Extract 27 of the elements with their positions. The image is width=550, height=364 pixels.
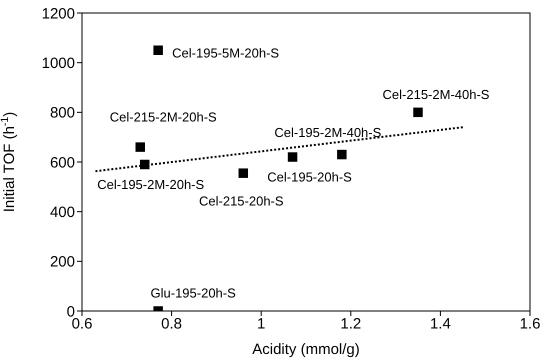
x-tick-label: 0.6 [72, 316, 92, 333]
y-tick-label: 200 [50, 254, 75, 271]
annotation: Cel-215-2M-20h-S [110, 110, 218, 125]
x-tick-label: 1.2 [340, 316, 362, 333]
point [238, 168, 248, 178]
point [337, 150, 347, 160]
annotation: Cel-195-5M-20h-S [172, 46, 280, 61]
annotation: Cel-195-20h-S [267, 169, 352, 184]
y-tick-label: 400 [50, 204, 75, 221]
annotation: Cel-215-2M-40h-S [382, 86, 490, 102]
x-tick-label: 0.8 [161, 316, 182, 333]
y-tick-label: 1200 [42, 5, 75, 22]
x-tick-label: 1 [257, 316, 266, 333]
annotation: Glu-195-20h-S [150, 285, 236, 300]
annotation: Cel-215-20h-S [199, 194, 284, 209]
x-tick-label: 1.6 [520, 316, 540, 333]
y-tick-label: 800 [50, 104, 75, 122]
point [288, 152, 298, 162]
x-axis-title: Acidity (mmol/g) [252, 341, 360, 358]
x-tick-label: 1.4 [430, 316, 451, 333]
point [153, 46, 163, 55]
annotation: Cel-195-2M-40h-S [274, 124, 382, 140]
annotation: Cel-195-2M-20h-S [97, 176, 205, 192]
y-tick-label: 1000 [42, 54, 75, 72]
y-tick-label: 600 [50, 154, 75, 172]
point [413, 108, 423, 118]
point [135, 142, 145, 152]
